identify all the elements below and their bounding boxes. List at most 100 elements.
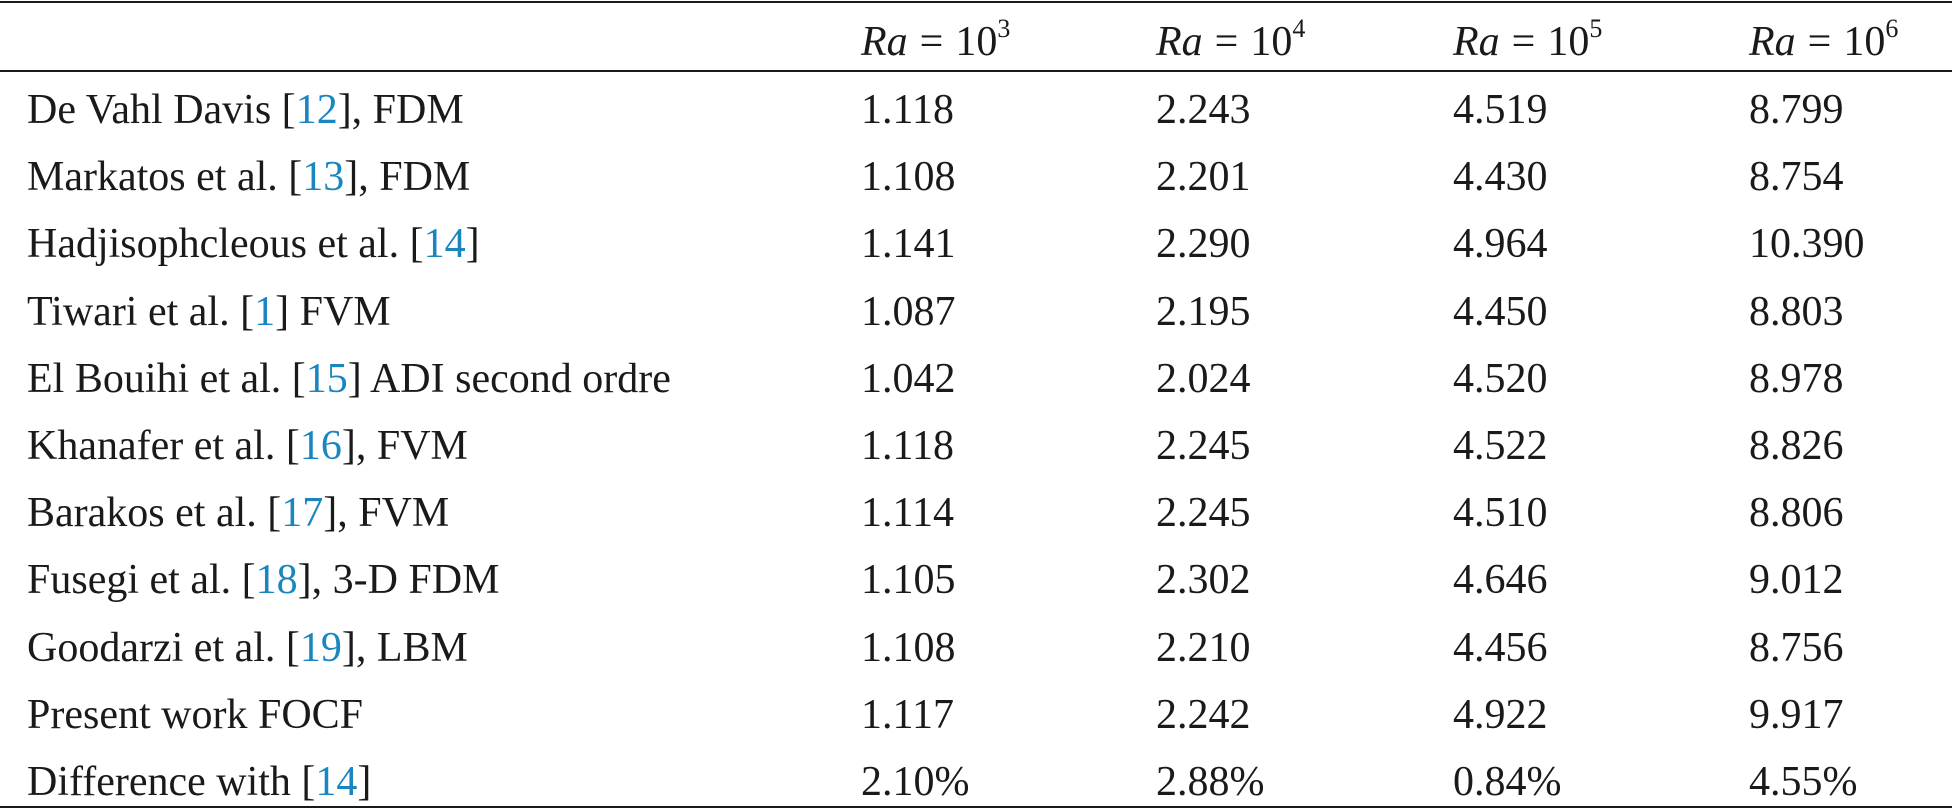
- value-cell: 1.118: [861, 423, 954, 469]
- row-label: Khanafer et al. [16], FVM: [27, 421, 468, 471]
- citation: 19: [299, 624, 342, 671]
- row-label: Hadjisophcleous et al. [14]: [27, 219, 480, 269]
- label-text: ], LBM: [341, 624, 468, 671]
- value-cell: 2.201: [1156, 154, 1251, 201]
- header-base: 10: [1843, 19, 1886, 65]
- value-cell: 9.917: [1749, 691, 1844, 738]
- label-text: ], 3-D FDM: [297, 557, 500, 604]
- value-cell: 2.195: [1156, 288, 1251, 335]
- label-text: Khanafer et al. [: [27, 423, 300, 469]
- value-cell: 1.108: [861, 624, 956, 671]
- value-cell: 2.245: [1156, 423, 1251, 469]
- value-cell: 8.806: [1749, 490, 1844, 537]
- header-exponent: 3: [997, 14, 1011, 43]
- citation: 14: [423, 221, 466, 268]
- value-cell: 0.84%: [1453, 759, 1562, 805]
- column-header: Ra = 106: [1749, 14, 1899, 67]
- row-label: El Bouihi et al. [15] ADI second ordre: [27, 354, 671, 404]
- header-equals: =: [919, 19, 944, 65]
- header-equals: =: [1214, 19, 1239, 65]
- label-text: Difference with [: [27, 759, 316, 805]
- citation: 18: [255, 557, 298, 604]
- row-label: Markatos et al. [13], FDM: [27, 152, 470, 202]
- header-rule: [0, 70, 1952, 72]
- citation: 17: [281, 490, 324, 537]
- value-cell: 4.450: [1453, 288, 1548, 335]
- header-base: 10: [1547, 19, 1590, 65]
- value-cell: 4.922: [1453, 691, 1548, 738]
- header-variable: Ra: [1156, 19, 1203, 65]
- value-cell: 4.430: [1453, 154, 1548, 201]
- value-cell: 4.510: [1453, 490, 1548, 537]
- label-text: Present work FOCF: [27, 691, 364, 738]
- value-cell: 1.141: [861, 221, 956, 268]
- value-cell: 1.108: [861, 154, 956, 201]
- label-text: Fusegi et al. [: [27, 557, 256, 604]
- row-label: Difference with [14]: [27, 757, 371, 807]
- row-label: Fusegi et al. [18], 3-D FDM: [27, 555, 499, 605]
- label-text: ] ADI second ordre: [347, 355, 671, 402]
- label-text: De Vahl Davis [: [27, 87, 296, 133]
- value-cell: 2.302: [1156, 557, 1251, 604]
- citation: 15: [305, 355, 348, 402]
- value-cell: 1.087: [861, 288, 956, 335]
- row-label: Goodarzi et al. [19], LBM: [27, 623, 468, 673]
- header-exponent: 4: [1292, 14, 1306, 43]
- value-cell: 1.117: [861, 691, 954, 738]
- value-cell: 2.88%: [1156, 759, 1265, 805]
- label-text: Goodarzi et al. [: [27, 624, 300, 671]
- label-text: ], FDM: [337, 87, 464, 133]
- column-header: Ra = 104: [1156, 14, 1306, 67]
- label-text: Barakos et al. [: [27, 490, 282, 537]
- value-cell: 2.210: [1156, 624, 1251, 671]
- label-text: Markatos et al. [: [27, 154, 303, 201]
- value-cell: 1.118: [861, 87, 954, 133]
- label-text: ]: [465, 221, 480, 268]
- value-cell: 8.803: [1749, 288, 1844, 335]
- row-label: Present work FOCF: [27, 690, 363, 740]
- header-variable: Ra: [1453, 19, 1500, 65]
- value-cell: 4.55%: [1749, 759, 1858, 805]
- value-cell: 8.826: [1749, 423, 1844, 469]
- value-cell: 9.012: [1749, 557, 1844, 604]
- value-cell: 10.390: [1749, 221, 1865, 268]
- label-text: ], FVM: [323, 490, 450, 537]
- value-cell: 8.756: [1749, 624, 1844, 671]
- header-exponent: 5: [1589, 14, 1603, 43]
- header-base: 10: [1250, 19, 1293, 65]
- label-text: ], FVM: [341, 423, 468, 469]
- value-cell: 2.245: [1156, 490, 1251, 537]
- value-cell: 4.520: [1453, 355, 1548, 402]
- value-cell: 2.024: [1156, 355, 1251, 402]
- bottom-rule: [0, 806, 1952, 808]
- value-cell: 1.042: [861, 355, 956, 402]
- header-equals: =: [1807, 19, 1832, 65]
- label-text: ] FVM: [275, 288, 391, 335]
- header-base: 10: [955, 19, 998, 65]
- value-cell: 8.799: [1749, 87, 1844, 133]
- header-variable: Ra: [1749, 19, 1796, 65]
- value-cell: 4.646: [1453, 557, 1548, 604]
- citation: 12: [295, 87, 338, 133]
- value-cell: 2.10%: [861, 759, 970, 805]
- value-cell: 1.114: [861, 490, 954, 537]
- header-exponent: 6: [1885, 14, 1899, 43]
- citation: 14: [315, 759, 358, 805]
- row-label: Barakos et al. [17], FVM: [27, 488, 449, 538]
- citation: 13: [302, 154, 345, 201]
- header-variable: Ra: [861, 19, 908, 65]
- row-label: Tiwari et al. [1] FVM: [27, 287, 391, 337]
- value-cell: 4.456: [1453, 624, 1548, 671]
- top-rule: [0, 1, 1952, 3]
- row-label: De Vahl Davis [12], FDM: [27, 85, 464, 135]
- value-cell: 2.242: [1156, 691, 1251, 738]
- value-cell: 4.964: [1453, 221, 1548, 268]
- value-cell: 8.754: [1749, 154, 1844, 201]
- label-text: Hadjisophcleous et al. [: [27, 221, 424, 268]
- label-text: Tiwari et al. [: [27, 288, 255, 335]
- value-cell: 4.519: [1453, 87, 1548, 133]
- value-cell: 2.243: [1156, 87, 1251, 133]
- citation: 16: [299, 423, 342, 469]
- citation: 1: [254, 288, 276, 335]
